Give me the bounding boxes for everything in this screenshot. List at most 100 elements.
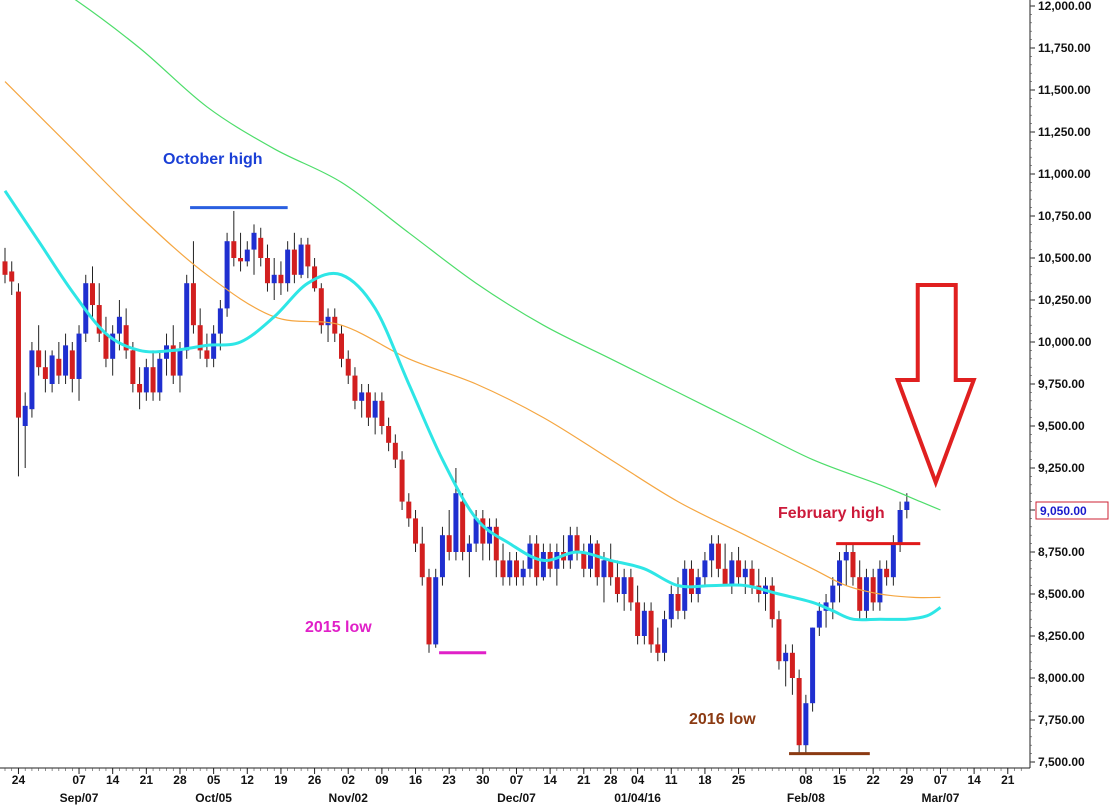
candle	[36, 325, 42, 376]
candle	[251, 224, 257, 275]
candle-body	[399, 459, 405, 502]
candle	[742, 560, 748, 594]
candle	[264, 244, 270, 292]
candle	[729, 552, 735, 594]
candle	[796, 669, 802, 754]
candle	[238, 232, 244, 272]
candle	[614, 560, 620, 603]
candle	[709, 535, 715, 578]
candle-body	[392, 442, 398, 460]
candle	[520, 560, 526, 586]
candle	[621, 568, 627, 611]
candle-body	[137, 384, 143, 393]
candle-body	[453, 493, 459, 552]
y-tick-label: 9,500.00	[1038, 419, 1085, 433]
candle	[96, 283, 102, 342]
x-tick-label: 02	[342, 773, 356, 787]
candle	[339, 325, 344, 368]
candle-body	[339, 333, 344, 359]
candle-body	[258, 237, 264, 258]
candle-body	[116, 316, 122, 334]
candle-body	[224, 241, 230, 309]
candle	[433, 568, 439, 648]
candle-body	[783, 652, 789, 662]
candle	[594, 540, 600, 586]
candle	[49, 350, 55, 393]
candle-body	[513, 560, 519, 578]
candle	[648, 602, 654, 653]
candle	[507, 552, 513, 586]
candle	[843, 543, 849, 586]
candle	[769, 577, 775, 628]
y-tick-label: 9,750.00	[1038, 377, 1085, 391]
down-arrow	[894, 283, 977, 489]
candle	[372, 392, 378, 435]
candle-body	[76, 333, 82, 379]
candle-body	[184, 283, 190, 351]
x-tick-label: 08	[799, 773, 813, 787]
candle-body	[460, 501, 466, 552]
candle	[540, 543, 546, 581]
candle	[641, 602, 647, 645]
y-tick-label: 11,000.00	[1038, 167, 1091, 181]
candle	[675, 577, 681, 620]
candle-body	[2, 261, 8, 275]
candle	[534, 535, 540, 586]
candle	[480, 510, 486, 561]
candle-body	[466, 543, 472, 552]
candle	[359, 384, 365, 418]
candle	[554, 543, 560, 586]
candle-body	[433, 577, 439, 645]
candle-body	[789, 652, 795, 678]
x-tick-label: 07	[72, 773, 86, 787]
annotation-label: February high	[778, 505, 885, 522]
candle-body	[285, 249, 291, 284]
candle	[2, 247, 8, 284]
candle-body	[305, 244, 311, 267]
candle	[789, 644, 795, 695]
candle-body	[742, 568, 748, 578]
candle	[756, 568, 762, 603]
candle	[110, 325, 116, 376]
candle	[63, 333, 69, 384]
candle-body	[56, 358, 62, 376]
candle-body	[729, 560, 735, 586]
candle	[9, 261, 15, 295]
candle-body	[621, 577, 627, 594]
candle-body	[507, 560, 513, 578]
candle	[386, 417, 392, 452]
annotation-layer: October high February high 2015 low 2016 lo…	[163, 151, 977, 756]
x-tick-label: 21	[1001, 773, 1015, 787]
candle	[69, 342, 75, 393]
x-tick-label: 24	[12, 773, 26, 787]
last-value-label: 9,050.00	[1040, 504, 1087, 518]
candle	[56, 342, 62, 384]
candle	[345, 350, 351, 384]
candle	[103, 316, 109, 368]
candle	[285, 241, 291, 292]
candle	[601, 552, 607, 603]
candles-layer	[2, 210, 910, 754]
candle-body	[318, 288, 324, 326]
candle-body	[850, 552, 856, 578]
x-tick-label: 26	[308, 773, 322, 787]
candle-body	[413, 518, 419, 544]
candle	[762, 577, 768, 611]
candle-body	[749, 568, 755, 586]
candle	[561, 535, 567, 569]
x-tick-label: 12	[241, 773, 255, 787]
candle	[170, 325, 176, 384]
candle-body	[480, 518, 486, 544]
candle-body	[614, 577, 620, 594]
candle	[863, 568, 869, 620]
candle	[325, 308, 331, 342]
candle-body	[96, 305, 102, 334]
candle	[244, 241, 250, 267]
candle	[426, 568, 432, 653]
candle-body	[426, 577, 432, 645]
candle	[164, 333, 170, 376]
y-tick-label: 8,500.00	[1038, 587, 1085, 601]
candle-body	[251, 232, 257, 250]
candle	[137, 367, 143, 410]
candle	[365, 384, 371, 426]
